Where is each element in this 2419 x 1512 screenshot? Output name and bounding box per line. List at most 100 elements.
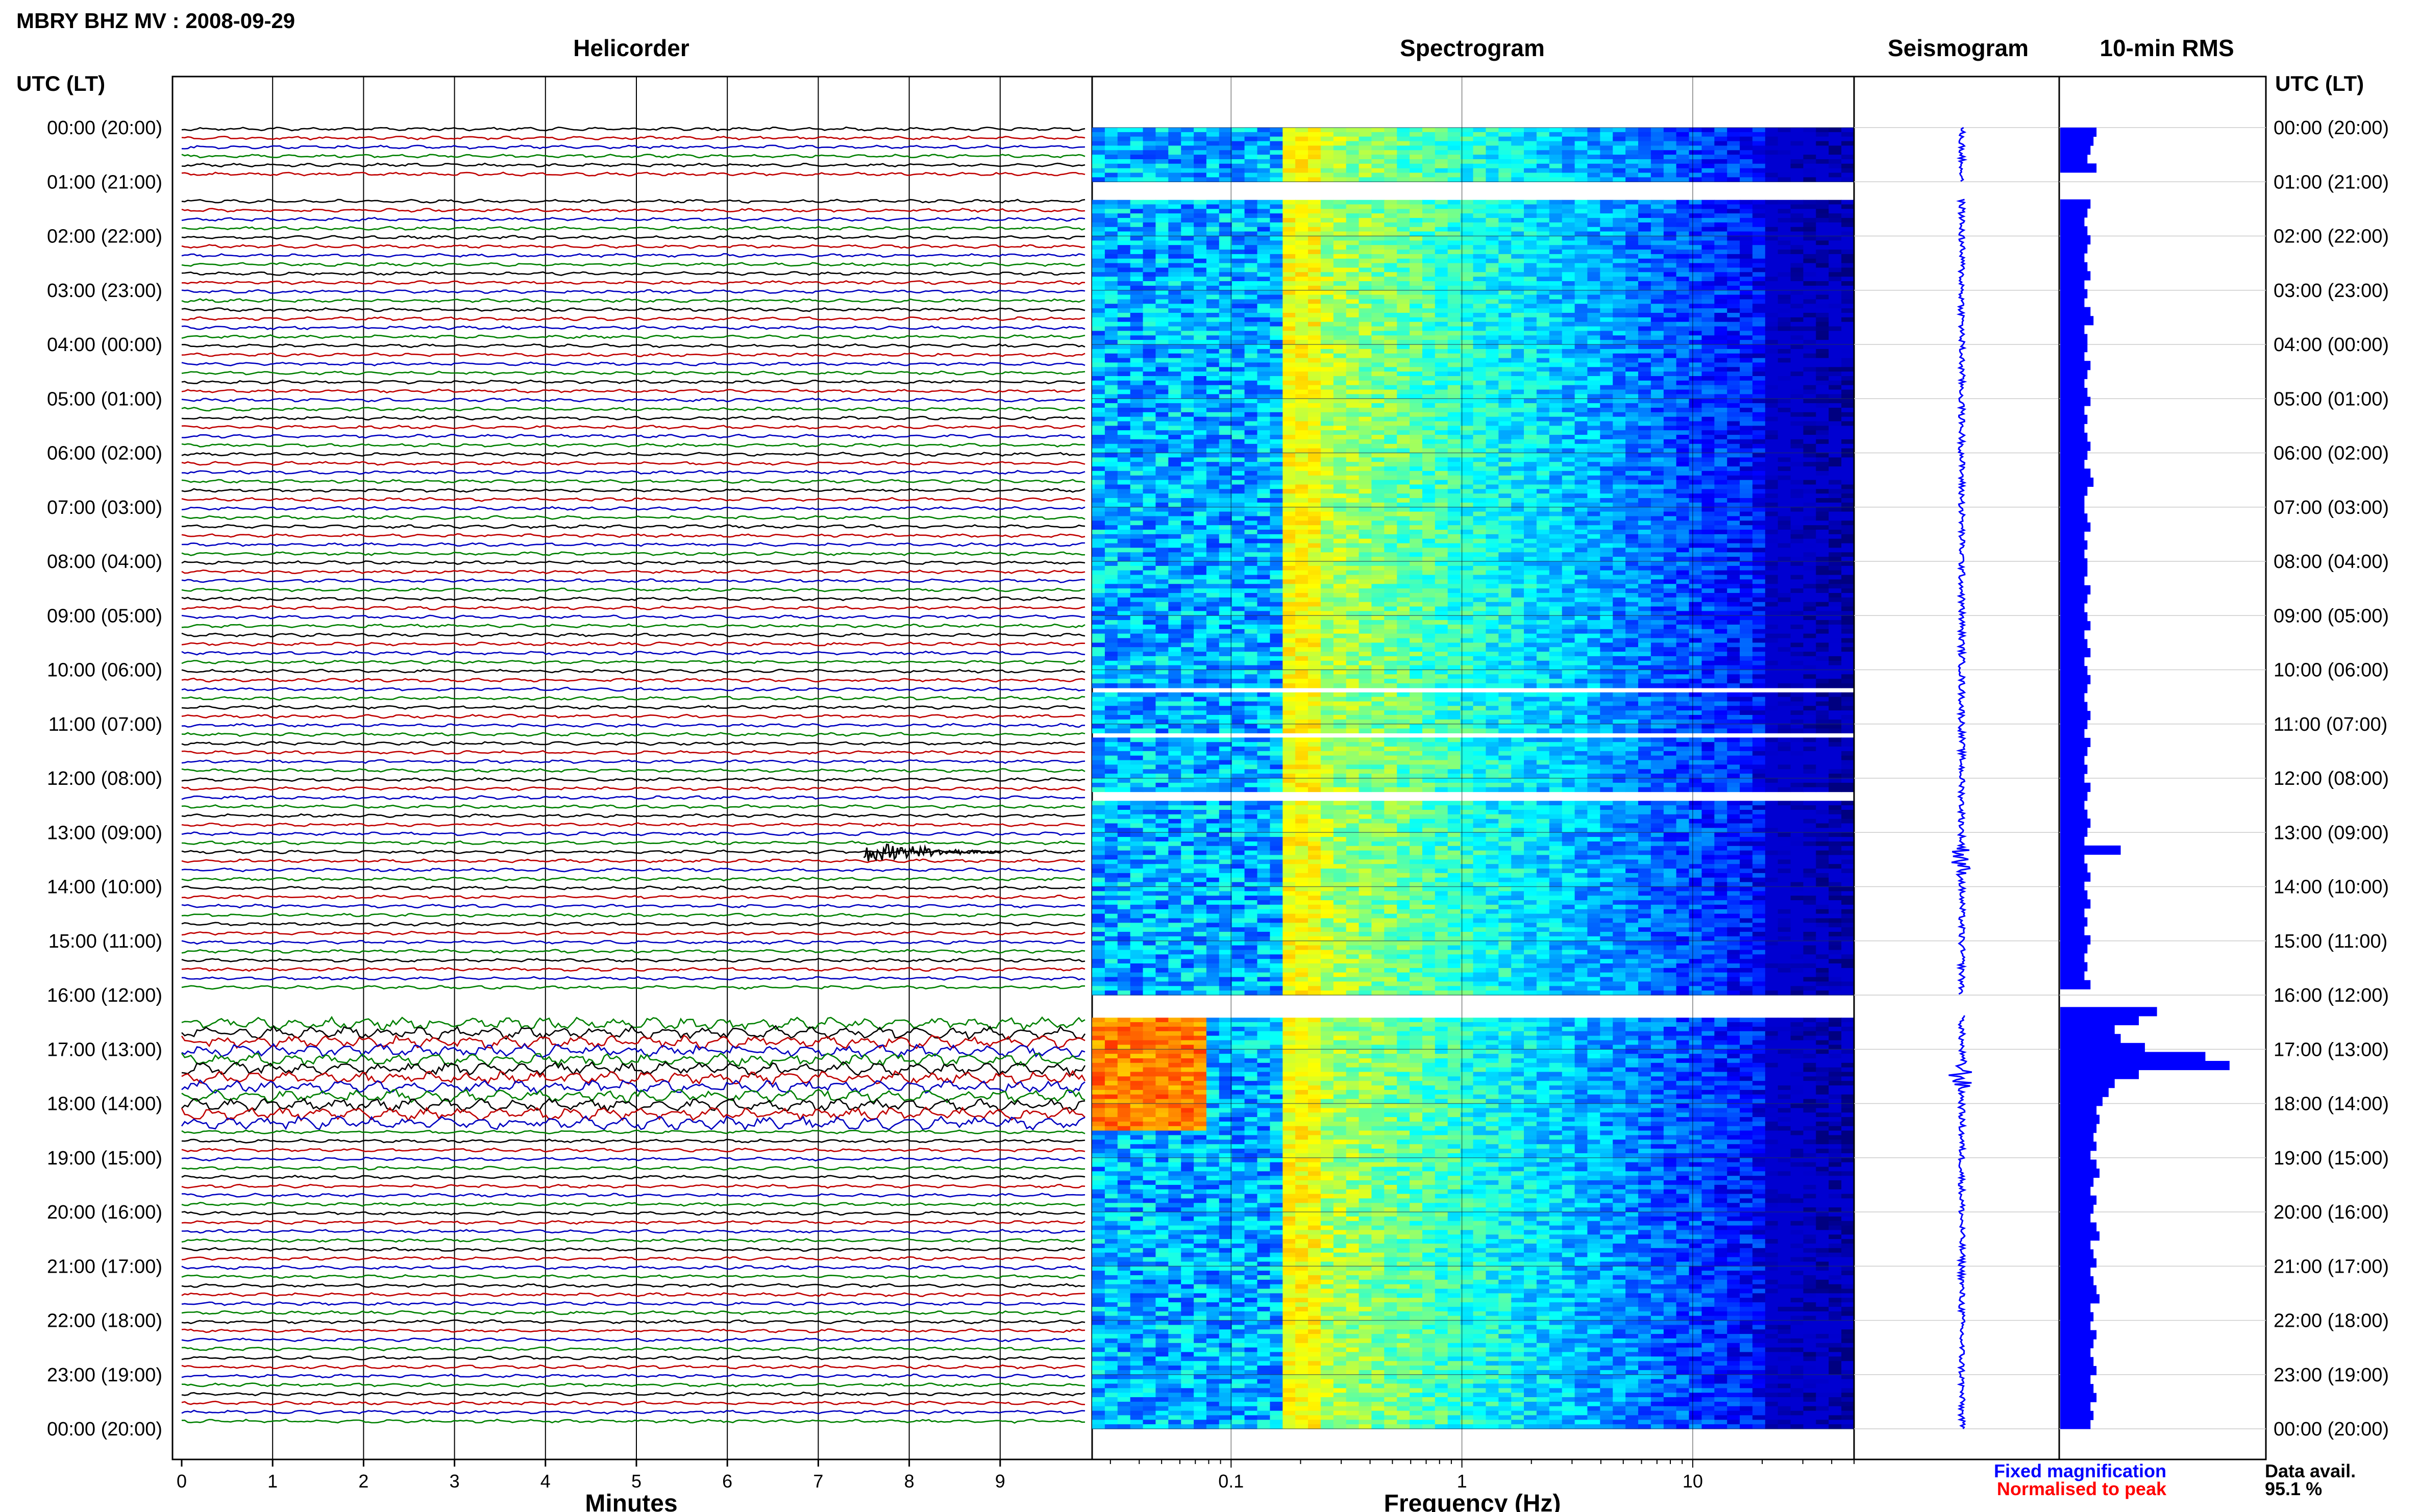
spectrogram-cell: [1447, 408, 1461, 413]
spectrogram-cell: [1194, 340, 1207, 345]
spectrogram-cell: [1816, 285, 1829, 291]
spectrogram-cell: [1130, 132, 1144, 137]
spectrogram-cell: [1752, 267, 1766, 272]
spectrogram-cell: [1473, 227, 1486, 232]
spectrogram-cell: [1473, 304, 1486, 309]
helicorder-trace: [181, 406, 1085, 412]
spectrogram-cell: [1841, 213, 1855, 218]
spectrogram-cell: [1359, 313, 1372, 318]
spectrogram-cell: [1587, 290, 1600, 295]
spectrogram-cell: [1181, 304, 1194, 309]
spectrogram-cell: [1625, 380, 1639, 386]
spectrogram-cell: [1714, 326, 1727, 332]
spectrogram-cell: [1219, 457, 1232, 462]
spectrogram-cell: [1714, 304, 1727, 309]
spectrogram-cell: [1562, 457, 1575, 462]
spectrogram-cell: [1397, 502, 1410, 508]
spectrogram-cell: [1650, 340, 1664, 345]
spectrogram-cell: [1422, 362, 1436, 367]
spectrogram-cell: [1486, 254, 1499, 259]
spectrogram-cell: [1663, 294, 1677, 300]
spectrogram-cell: [1257, 240, 1270, 245]
spectrogram-cell: [1752, 498, 1766, 503]
spectrogram-cell: [1308, 299, 1321, 304]
spectrogram-cell: [1308, 498, 1321, 503]
spectrogram-cell: [1574, 132, 1588, 137]
spectrogram-cell: [1701, 358, 1715, 363]
spectrogram-cell: [1650, 331, 1664, 336]
spectrogram-cell: [1282, 231, 1296, 237]
spectrogram-cell: [1778, 416, 1791, 422]
helicorder-trace: [181, 1400, 1085, 1406]
spectrogram-cell: [1295, 163, 1309, 169]
spectrogram-cell: [1181, 430, 1194, 435]
spectrogram-cell: [1397, 321, 1410, 327]
spectrogram-cell: [1194, 484, 1207, 489]
spectrogram-cell: [1803, 258, 1816, 264]
spectrogram-cell: [1524, 227, 1537, 232]
spectrogram-cell: [1460, 326, 1474, 332]
spectrogram-cell: [1829, 408, 1842, 413]
spectrogram-cell: [1562, 502, 1575, 508]
spectrogram-cell: [1257, 258, 1270, 264]
spectrogram-cell: [1257, 421, 1270, 426]
spectrogram-cell: [1206, 231, 1220, 237]
spectrogram-cell: [1524, 308, 1537, 313]
spectrogram-cell: [1143, 299, 1156, 304]
spectrogram-cell: [1740, 453, 1753, 458]
spectrogram-cell: [1613, 380, 1626, 386]
spectrogram-cell: [1816, 263, 1829, 268]
spectrogram-cell: [1803, 236, 1816, 241]
spectrogram-cell: [1600, 448, 1613, 454]
spectrogram-cell: [1803, 475, 1816, 481]
spectrogram-cell: [1333, 385, 1347, 390]
spectrogram-cell: [1752, 290, 1766, 295]
spectrogram-cell: [1282, 358, 1296, 363]
spectrogram-cell: [1320, 172, 1334, 178]
spectrogram-cell: [1447, 489, 1461, 494]
spectrogram-cell: [1333, 209, 1347, 214]
spectrogram-cell: [1219, 128, 1232, 133]
spectrogram-cell: [1231, 285, 1245, 291]
spectrogram-cell: [1295, 231, 1309, 237]
spectrogram-cell: [1740, 294, 1753, 300]
spectrogram-cell: [1841, 489, 1855, 494]
spectrogram-cell: [1549, 421, 1563, 426]
spectrogram-cell: [1524, 380, 1537, 386]
spectrogram-cell: [1155, 507, 1169, 512]
spectrogram-cell: [1143, 163, 1156, 169]
spectrogram-cell: [1397, 141, 1410, 146]
spectrogram-cell: [1257, 299, 1270, 304]
spectrogram-cell: [1574, 457, 1588, 462]
spectrogram-cell: [1740, 349, 1753, 354]
spectrogram-cell: [1092, 317, 1105, 323]
spectrogram-cell: [1092, 371, 1105, 377]
spectrogram-cell: [1117, 155, 1131, 160]
spectrogram-cell: [1600, 277, 1613, 282]
spectrogram-cell: [1790, 412, 1804, 417]
spectrogram-cell: [1765, 493, 1779, 499]
helicorder-trace: [181, 208, 1085, 213]
spectrogram-cell: [1346, 155, 1360, 160]
spectrogram-cell: [1282, 213, 1296, 218]
spectrogram-cell: [1727, 408, 1740, 413]
spectrogram-cell: [1613, 448, 1626, 454]
spectrogram-cell: [1460, 245, 1474, 250]
spectrogram-cell: [1816, 168, 1829, 173]
spectrogram-cell: [1524, 362, 1537, 367]
spectrogram-cell: [1333, 172, 1347, 178]
spectrogram-cell: [1727, 231, 1740, 237]
spectrogram-cell: [1701, 240, 1715, 245]
spectrogram-cell: [1231, 498, 1245, 503]
spectrogram-cell: [1714, 340, 1727, 345]
spectrogram-cell: [1371, 399, 1385, 404]
spectrogram-cell: [1701, 136, 1715, 142]
spectrogram-cell: [1650, 412, 1664, 417]
spectrogram-cell: [1219, 439, 1232, 444]
spectrogram-cell: [1587, 435, 1600, 440]
helicorder-trace: [181, 596, 1085, 602]
spectrogram-cell: [1562, 213, 1575, 218]
spectrogram-cell: [1701, 263, 1715, 268]
spectrogram-cell: [1244, 290, 1258, 295]
spectrogram-cell: [1765, 250, 1779, 255]
